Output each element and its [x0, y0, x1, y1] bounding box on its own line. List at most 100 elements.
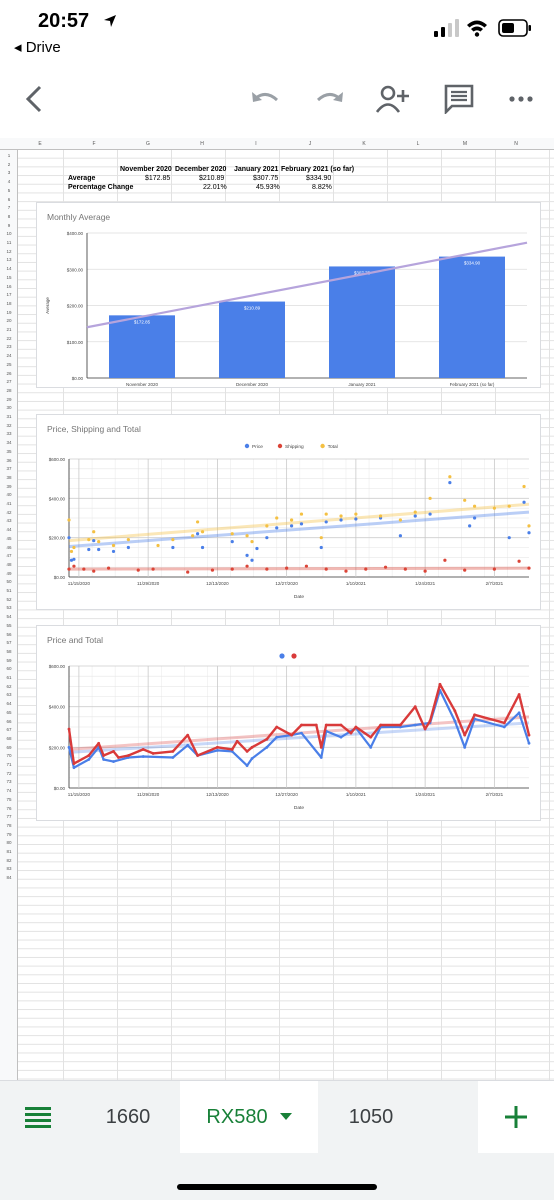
row-number-6[interactable]: 6: [7, 196, 11, 202]
row-number-77[interactable]: 77: [6, 814, 12, 820]
sheet-tab-1050[interactable]: 1050: [318, 1081, 424, 1153]
column-header-G[interactable]: G: [146, 141, 150, 147]
row-number-32[interactable]: 32: [6, 422, 12, 428]
row-number-15[interactable]: 15: [6, 274, 12, 280]
row-number-74[interactable]: 74: [6, 788, 12, 794]
row-number-31[interactable]: 31: [6, 414, 12, 419]
average-dec[interactable]: $210.89: [199, 175, 225, 182]
average-jan[interactable]: $307.75: [253, 175, 279, 182]
row-number-12[interactable]: 12: [6, 248, 12, 254]
header-jan-2021[interactable]: January 2021: [234, 166, 279, 173]
column-header-H[interactable]: H: [200, 141, 204, 147]
row-number-60[interactable]: 60: [6, 666, 12, 672]
row-number-16[interactable]: 16: [6, 283, 12, 289]
sheet-tab-rx580[interactable]: RX580: [180, 1081, 318, 1153]
row-number-63[interactable]: 63: [6, 692, 12, 698]
average-label[interactable]: Average: [68, 175, 96, 182]
row-number-25[interactable]: 25: [6, 361, 12, 367]
row-number-40[interactable]: 40: [6, 492, 12, 498]
row-number-82[interactable]: 82: [6, 857, 12, 863]
row-number-22[interactable]: 22: [6, 335, 12, 341]
row-number-84[interactable]: 84: [6, 875, 12, 881]
row-number-2[interactable]: 2: [7, 161, 11, 167]
row-number-64[interactable]: 64: [6, 701, 12, 707]
row-number-35[interactable]: 35: [6, 448, 12, 454]
column-header-K[interactable]: K: [362, 141, 366, 147]
row-number-83[interactable]: 83: [6, 866, 12, 872]
row-number-75[interactable]: 75: [6, 796, 12, 802]
row-number-20[interactable]: 20: [6, 318, 12, 324]
row-number-39[interactable]: 39: [6, 483, 12, 489]
row-number-48[interactable]: 48: [6, 561, 12, 567]
row-number-80[interactable]: 80: [6, 840, 12, 846]
row-number-11[interactable]: 11: [6, 240, 12, 245]
caret-down-icon[interactable]: [279, 1113, 292, 1121]
row-number-44[interactable]: 44: [6, 527, 12, 533]
row-number-65[interactable]: 65: [6, 709, 12, 715]
change-feb[interactable]: 8.82%: [312, 184, 332, 191]
row-number-30[interactable]: 30: [6, 405, 12, 411]
add-sheet-button[interactable]: [478, 1081, 554, 1153]
row-number-57[interactable]: 57: [6, 640, 12, 646]
row-number-41[interactable]: 41: [6, 501, 12, 506]
row-number-26[interactable]: 26: [6, 370, 12, 376]
row-number-56[interactable]: 56: [6, 631, 12, 637]
sheet-tab-1660[interactable]: 1660: [76, 1081, 180, 1153]
row-number-3[interactable]: 3: [7, 170, 11, 176]
chart-price-and-total[interactable]: Price and Total $0.00 $200.00 $400.00 $600.0…: [36, 625, 541, 821]
row-number-61[interactable]: 61: [6, 675, 12, 680]
row-number-27[interactable]: 27: [6, 379, 12, 385]
chart-monthly-average[interactable]: Monthly Average Average $0.00 $100.00 $200.0…: [36, 202, 541, 388]
row-number-13[interactable]: 13: [6, 257, 12, 263]
average-feb[interactable]: $334.90: [306, 175, 332, 182]
more-options-button[interactable]: [500, 74, 542, 124]
row-number-21[interactable]: 21: [6, 327, 12, 332]
row-number-50[interactable]: 50: [6, 579, 12, 585]
row-number-4[interactable]: 4: [7, 179, 11, 185]
row-number-55[interactable]: 55: [6, 622, 12, 628]
back-to-app-link[interactable]: ◂ Drive: [14, 39, 61, 56]
row-number-79[interactable]: 79: [6, 831, 12, 837]
row-number-9[interactable]: 9: [7, 222, 11, 228]
row-number-34[interactable]: 34: [6, 440, 12, 446]
row-number-76[interactable]: 76: [6, 805, 12, 811]
row-number-73[interactable]: 73: [6, 779, 12, 785]
column-header-J[interactable]: J: [308, 141, 312, 147]
row-number-46[interactable]: 46: [6, 544, 12, 550]
row-number-1[interactable]: 1: [7, 153, 11, 158]
undo-button[interactable]: [243, 74, 289, 124]
row-number-72[interactable]: 72: [6, 770, 12, 776]
header-feb-2021[interactable]: February 2021 (so far): [281, 166, 355, 173]
row-number-28[interactable]: 28: [6, 387, 12, 393]
row-number-10[interactable]: 10: [6, 231, 12, 237]
average-nov[interactable]: $172.85: [145, 175, 171, 182]
row-number-52[interactable]: 52: [6, 596, 12, 602]
row-number-59[interactable]: 59: [6, 657, 12, 663]
comments-button[interactable]: [436, 74, 482, 124]
row-number-17[interactable]: 17: [6, 292, 12, 298]
column-header-M[interactable]: M: [462, 141, 468, 147]
row-number-5[interactable]: 5: [7, 187, 11, 193]
row-number-14[interactable]: 14: [6, 266, 12, 272]
row-number-66[interactable]: 66: [6, 718, 12, 724]
row-number-37[interactable]: 37: [6, 466, 12, 472]
column-header-L[interactable]: L: [416, 141, 420, 147]
row-number-69[interactable]: 69: [6, 744, 12, 750]
row-number-58[interactable]: 58: [6, 648, 12, 654]
row-number-81[interactable]: 81: [6, 849, 12, 854]
column-header-I[interactable]: I: [255, 141, 257, 147]
row-number-78[interactable]: 78: [6, 822, 12, 828]
row-number-36[interactable]: 36: [6, 457, 12, 463]
column-header-N[interactable]: N: [514, 141, 518, 147]
row-number-7[interactable]: 7: [7, 205, 11, 211]
change-jan[interactable]: 45.93%: [256, 184, 280, 191]
row-number-33[interactable]: 33: [6, 431, 12, 437]
row-number-8[interactable]: 8: [7, 213, 11, 219]
row-number-42[interactable]: 42: [6, 509, 12, 515]
row-number-49[interactable]: 49: [6, 570, 12, 576]
row-number-70[interactable]: 70: [6, 753, 12, 759]
row-number-24[interactable]: 24: [6, 353, 12, 359]
row-number-68[interactable]: 68: [6, 735, 12, 741]
row-number-29[interactable]: 29: [6, 396, 12, 402]
